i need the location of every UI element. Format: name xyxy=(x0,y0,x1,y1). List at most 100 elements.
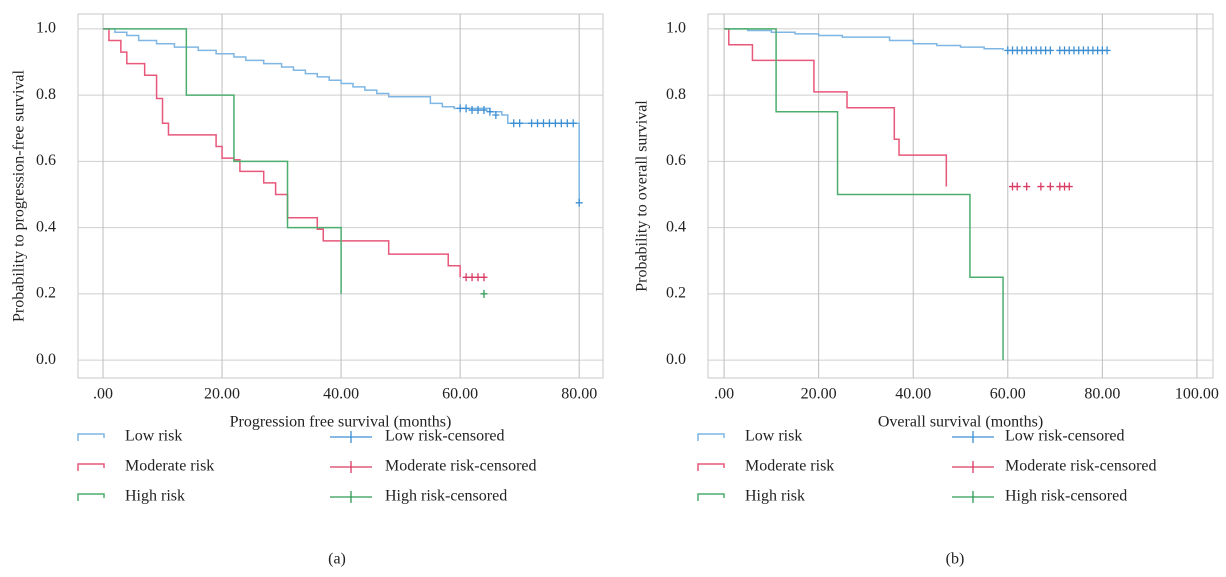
censor-mark xyxy=(551,119,559,128)
legend-item: Low risk xyxy=(77,428,182,445)
legend-item: High risk xyxy=(77,488,185,505)
censor-mark xyxy=(1023,182,1031,191)
legend-label: High risk-censored xyxy=(385,488,507,505)
y-tick-label: 0.4 xyxy=(36,218,56,235)
panel-caption: (b) xyxy=(946,551,965,568)
y-tick-label: 0.2 xyxy=(666,285,686,302)
x-tick-label: 100.00 xyxy=(1175,386,1219,403)
plot-frame xyxy=(77,13,604,379)
legend-item: High risk xyxy=(697,488,805,505)
legend-item: Moderate risk-censored xyxy=(330,458,537,475)
legend-item: Moderate risk-censored xyxy=(952,458,1157,475)
legend-symbol xyxy=(952,491,994,503)
y-tick-label: 1.0 xyxy=(36,20,56,37)
censor-mark xyxy=(575,198,583,207)
legend-symbol xyxy=(77,463,105,471)
y-tick-label: 0.2 xyxy=(36,285,56,302)
x-tick-label: 40.00 xyxy=(323,386,359,403)
legend-label: Low risk xyxy=(125,428,182,445)
censor-mark xyxy=(1065,182,1073,191)
legend-item: Low risk-censored xyxy=(952,428,1125,445)
legend-symbol xyxy=(330,431,372,443)
legend-symbol xyxy=(77,493,105,501)
legend-item: Low risk xyxy=(697,428,802,445)
legend-label: Moderate risk xyxy=(745,458,834,475)
y-axis-label: Probability to progression-free survival xyxy=(11,69,28,322)
legend-symbol xyxy=(952,431,994,443)
censor-mark xyxy=(1046,182,1054,191)
censor-mark xyxy=(539,119,547,128)
survival-curve xyxy=(724,28,948,187)
legend-symbol xyxy=(697,433,725,441)
x-tick-label: 20.00 xyxy=(801,386,837,403)
x-axis-label: Overall survival (months) xyxy=(878,414,1043,431)
x-tick-label: 60.00 xyxy=(990,386,1026,403)
y-tick-label: 0.0 xyxy=(36,351,56,368)
legend-label: Moderate risk-censored xyxy=(385,458,537,475)
legend-label: Moderate risk xyxy=(125,458,214,475)
x-tick-label: 80.00 xyxy=(1084,386,1120,403)
y-tick-label: 1.0 xyxy=(666,20,686,37)
censor-mark xyxy=(1037,182,1045,191)
y-tick-label: 0.6 xyxy=(666,152,686,169)
legend-item: High risk-censored xyxy=(952,488,1127,505)
legend-label: Low risk xyxy=(745,428,802,445)
y-tick-label: 0.8 xyxy=(666,86,686,103)
censor-mark xyxy=(516,119,524,128)
x-tick-label: .00 xyxy=(714,386,734,403)
legend-label: Moderate risk-censored xyxy=(1005,458,1157,475)
y-tick-label: 0.0 xyxy=(666,351,686,368)
y-tick-label: 0.4 xyxy=(666,218,686,235)
y-tick-label: 0.8 xyxy=(36,86,56,103)
survival-curve xyxy=(103,28,580,203)
censor-mark xyxy=(462,273,470,282)
censor-mark xyxy=(563,119,571,128)
x-tick-label: 20.00 xyxy=(204,386,240,403)
censor-mark xyxy=(486,107,494,116)
panel-caption: (a) xyxy=(328,551,346,568)
censor-mark xyxy=(474,106,482,115)
legend-label: High risk-censored xyxy=(1005,488,1127,505)
censor-mark xyxy=(510,119,518,128)
censor-mark xyxy=(462,104,470,113)
censor-mark xyxy=(1046,46,1054,55)
censor-mark xyxy=(468,106,476,115)
censor-mark xyxy=(492,111,500,120)
x-axis-label: Progression free survival (months) xyxy=(230,414,452,431)
legend-symbol xyxy=(330,461,372,473)
censor-mark xyxy=(474,273,482,282)
y-axis-label: Probability to overall survival xyxy=(634,100,651,292)
legend-item: Moderate risk xyxy=(77,458,214,475)
legend-label: Low risk-censored xyxy=(385,428,505,445)
censor-mark xyxy=(534,119,542,128)
censor-mark xyxy=(1013,182,1021,191)
y-tick-label: 0.6 xyxy=(36,152,56,169)
censor-mark xyxy=(456,104,464,113)
censor-mark xyxy=(557,119,565,128)
censor-mark xyxy=(528,119,536,128)
legend-label: Low risk-censored xyxy=(1005,428,1125,445)
survival-curve xyxy=(724,28,1004,51)
legend-item: Low risk-censored xyxy=(330,428,505,445)
legend-label: High risk xyxy=(745,488,805,505)
survival-curve xyxy=(724,28,1004,361)
censor-mark xyxy=(569,119,577,128)
legend-symbol xyxy=(330,491,372,503)
x-tick-label: 40.00 xyxy=(895,386,931,403)
x-tick-label: 80.00 xyxy=(561,386,597,403)
legend-item: Moderate risk xyxy=(697,458,834,475)
legend-label: High risk xyxy=(125,488,185,505)
x-tick-label: 60.00 xyxy=(442,386,478,403)
legend-symbol xyxy=(77,433,105,441)
plot-frame xyxy=(707,13,1214,379)
censor-mark xyxy=(545,119,553,128)
survival-curve xyxy=(103,28,342,294)
x-tick-label: .00 xyxy=(93,386,113,403)
legend-symbol xyxy=(697,463,725,471)
legend-symbol xyxy=(952,461,994,473)
censor-mark xyxy=(468,273,476,282)
censor-mark xyxy=(480,106,488,115)
legend-symbol xyxy=(697,493,725,501)
censor-mark xyxy=(1103,46,1111,55)
